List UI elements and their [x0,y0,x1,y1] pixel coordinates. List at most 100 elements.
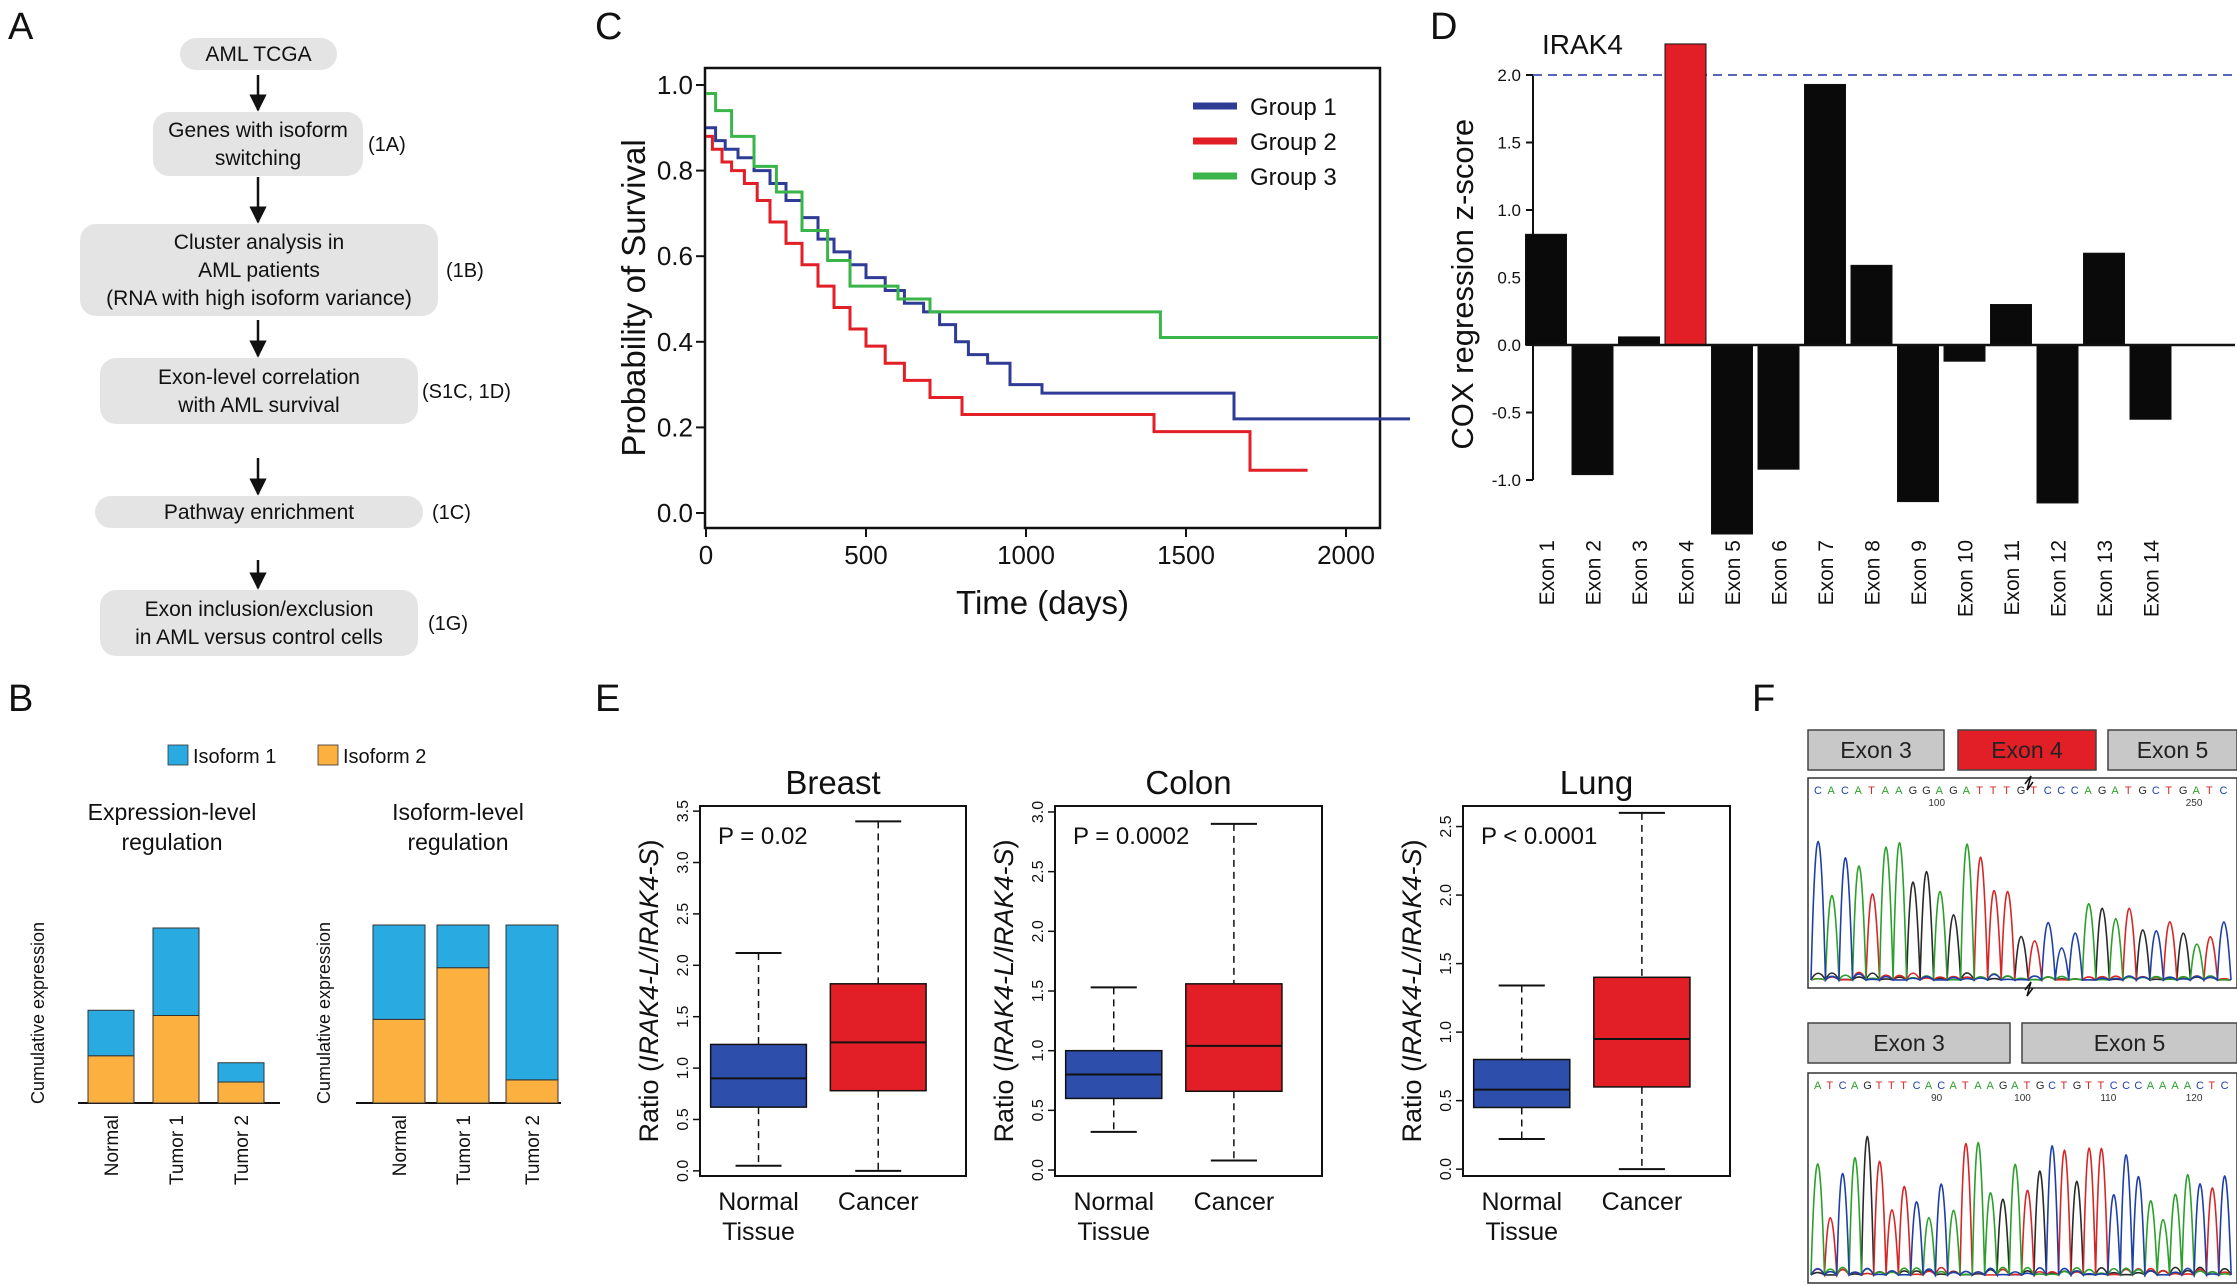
y-tick-label: 0.0 [1497,336,1521,355]
flow-step-box [80,224,438,316]
base-call: C [2196,1080,2204,1092]
base-call: C [1937,1080,1945,1092]
category-label: Exon 10 [1955,540,1978,617]
exon-box [1957,729,2097,771]
y-tick-label: 1.5 [1497,134,1521,153]
category-label: Exon 2 [1583,540,1606,605]
y-tick-label: 2.5 [675,903,692,925]
base-call: A [1855,785,1863,797]
y-axis-title: COX regression z-score [1445,119,1480,450]
category-label: Exon 3 [1629,540,1652,605]
y-axis-label: Cumulative expression [28,922,48,1104]
base-call: A [1882,785,1890,797]
base-call: G [2098,785,2107,797]
x-tick-label: 1500 [1157,540,1215,570]
bar-isoform-2 [87,1055,135,1104]
y-axis-title-suffix: ) [1397,839,1427,848]
legend-label: Group 3 [1250,164,1337,191]
flow-step-box [153,112,363,176]
y-tick-label: 0.5 [675,1108,692,1130]
base-call: G [2036,1080,2045,1092]
category-label: Exon 9 [1908,540,1931,605]
category-label: Normal [102,1115,123,1176]
legend-label: Group 1 [1250,94,1337,121]
flow-step-ref: (1B) [446,260,484,282]
panel-letter-a: A [8,6,34,48]
bar-exon-1 [1525,233,1567,346]
base-call: T [1888,1080,1895,1092]
y-axis-title: Probability of Survival [615,139,652,456]
base-call: A [1987,1080,1995,1092]
bar-isoform-2 [436,967,490,1104]
flow-step-box [180,38,337,70]
base-call: T [1868,785,1875,797]
exon-label: Exon 5 [2094,1030,2166,1056]
base-call: C [2134,1080,2142,1092]
base-call: T [1876,1080,1883,1092]
flow-step-label: in AML versus control cells [135,626,383,649]
exon-label: Exon 3 [1840,737,1912,763]
y-tick-label: 2.5 [1030,860,1047,882]
panel-letter-e: E [595,678,621,720]
base-call: T [2030,785,2037,797]
chart-title: IRAK4 [1542,29,1623,60]
category-label: Tumor 1 [454,1115,475,1185]
y-tick-label: 0.5 [1030,1099,1047,1121]
panel-c-survival-chart: 050010001500200025000.00.20.40.60.81.0Ti… [615,66,1410,621]
category-label: Exon 5 [1722,540,1745,605]
base-call: C [2221,1080,2229,1092]
y-tick-label: 1.5 [675,1005,692,1027]
legend-label: Isoform 2 [343,746,426,768]
base-call: A [2192,785,2200,797]
bar-isoform-1 [217,1062,265,1083]
base-call: T [2085,1080,2092,1092]
base-call: G [1909,785,1918,797]
base-call: A [2084,785,2092,797]
p-value-label: P < 0.0001 [1481,823,1597,850]
flow-step-box [100,358,418,424]
legend-label: Group 2 [1250,129,1337,156]
position-label: 100 [2014,1093,2031,1104]
position-label: 100 [1928,798,1945,809]
chart-title: regulation [121,829,222,855]
y-tick-label: 0.8 [657,156,693,186]
base-call: A [1925,1080,1933,1092]
chart-title: regulation [407,829,508,855]
base-call: G [1999,1080,2008,1092]
y-axis-title: Ratio (IRAK4-L/IRAK4-S) [634,839,664,1142]
base-call: T [1976,785,1983,797]
base-call: C [1913,1080,1921,1092]
base-call: T [1962,1080,1969,1092]
y-tick-label: 1.5 [1030,980,1047,1002]
base-call: C [2219,785,2227,797]
base-call: A [2147,1080,2155,1092]
base-call: C [1839,1080,1847,1092]
x-tick-label: 2000 [1317,540,1375,570]
base-call: C [2071,785,2079,797]
bar-exon-6 [1757,344,1800,470]
bar-exon-12 [2036,344,2079,504]
panel-a-flowchart: AML TCGA Genes with isoform switching (1A) C… [80,38,511,656]
y-tick-label: -1.0 [1492,471,1521,490]
category-label: Tissue [1077,1218,1150,1246]
category-label: Normal [718,1188,799,1216]
flow-step-ref: (S1C, 1D) [422,381,511,403]
position-label: 90 [1931,1093,1943,1104]
base-call: T [1990,785,1997,797]
panel-b-stacked-bars: Isoform 1 Isoform 2 Expression-level regula… [28,744,561,1185]
legend-swatch [167,744,189,766]
bar-exon-5 [1711,344,1753,535]
bar-isoform-2 [217,1081,265,1104]
p-value-label: P = 0.0002 [1073,823,1189,850]
bar-isoform-1 [152,927,200,1016]
y-tick-label: 0.0 [1438,1158,1455,1180]
category-label: Tissue [722,1218,795,1246]
bar-exon-10 [1943,344,1986,362]
survival-line-group-3 [706,92,1378,340]
bar-exon-7 [1804,83,1846,346]
base-call: T [2125,785,2132,797]
bar-isoform-2 [152,1015,200,1104]
base-call: T [2003,785,2010,797]
base-call: A [1936,785,1944,797]
